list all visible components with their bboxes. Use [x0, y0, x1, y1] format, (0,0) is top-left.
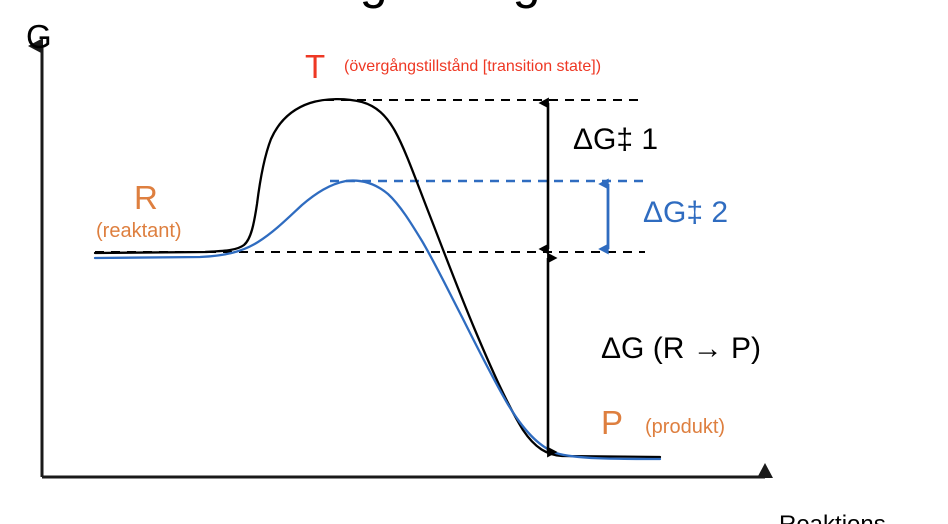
transition-state-letter: T: [305, 48, 326, 85]
catalyzed-reaction-curve: [93, 179, 662, 461]
y-axis-label: G: [26, 18, 52, 55]
x-axis-label-line1: Reaktions-: [779, 511, 894, 524]
page-title: Aktiveringsenergi: [168, 0, 552, 6]
transition-state-description: (övergångstillstånd [transition state]): [344, 58, 602, 75]
uncatalyzed-reaction-curve: [93, 97, 662, 459]
reactant-letter: R: [134, 179, 158, 216]
activation-energy-2-label: ΔG‡ 2: [643, 196, 729, 229]
reactant-description: (reaktant): [96, 220, 182, 242]
activation-energy-1-label: ΔG‡ 1: [573, 123, 659, 156]
x-axis-label: Reaktions- koordinat: [779, 458, 894, 524]
reaction-free-energy-label: ΔG (R → P): [601, 332, 762, 365]
product-description: (produkt): [645, 416, 726, 438]
product-letter: P: [601, 404, 624, 441]
